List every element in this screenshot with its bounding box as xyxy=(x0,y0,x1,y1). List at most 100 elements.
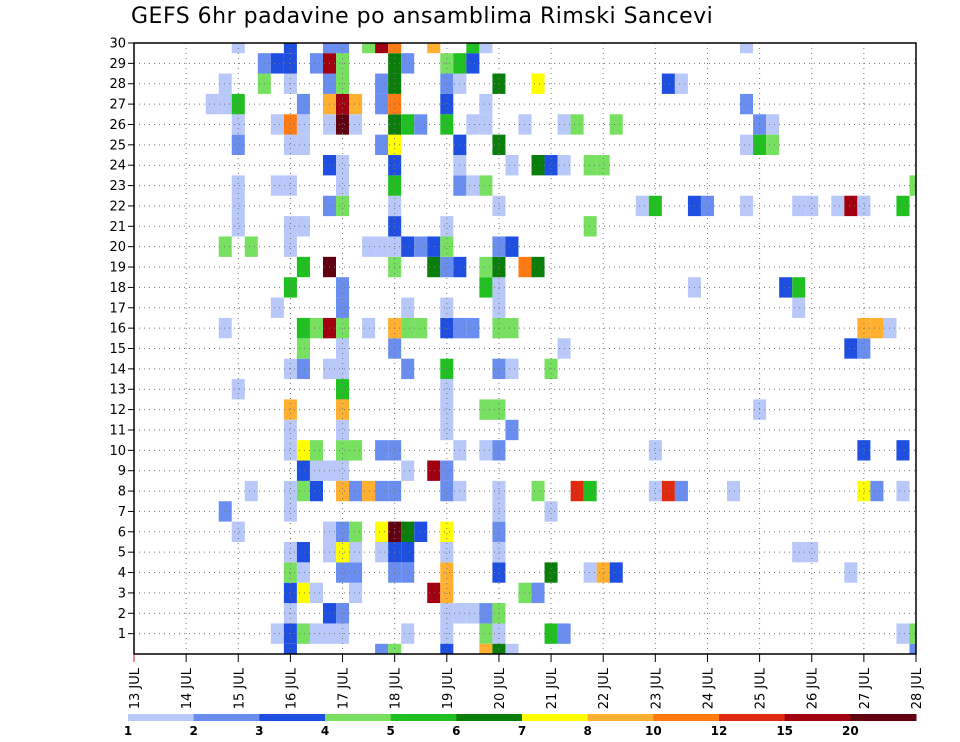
precip-cell xyxy=(349,480,363,502)
precip-cell xyxy=(283,541,297,563)
precip-cell xyxy=(336,297,350,318)
y-tick-label: 27 xyxy=(109,98,126,113)
precip-cell xyxy=(505,358,519,380)
precip-cell xyxy=(479,256,493,278)
precip-cell xyxy=(375,134,389,156)
precip-cell xyxy=(309,440,323,461)
precip-cell xyxy=(414,317,428,339)
y-tick-label: 1 xyxy=(118,627,126,642)
precip-cell xyxy=(336,562,350,583)
precip-cell xyxy=(440,460,454,481)
precip-cell xyxy=(296,582,310,604)
precip-cell xyxy=(362,236,376,257)
precip-cell xyxy=(401,236,415,257)
x-tick-label: 15 JUL xyxy=(232,667,247,709)
precip-cell xyxy=(427,460,441,481)
precip-cell xyxy=(583,155,597,176)
precip-cell xyxy=(583,216,597,237)
precip-cell xyxy=(309,623,323,644)
precip-cell xyxy=(596,562,610,583)
precip-cell xyxy=(740,134,754,156)
precip-cell xyxy=(544,501,558,522)
precip-cell xyxy=(466,53,480,74)
precip-cell xyxy=(336,460,350,481)
precip-cell xyxy=(349,521,363,542)
precip-cell xyxy=(844,338,858,359)
precip-cell xyxy=(844,195,858,217)
precip-cell xyxy=(401,623,415,644)
precip-cell xyxy=(231,216,245,237)
chart-title: GEFS 6hr padavine po ansamblima Rimski S… xyxy=(131,4,714,29)
colorbar-swatch xyxy=(325,714,392,721)
precip-cell xyxy=(466,175,480,196)
precip-cell xyxy=(492,256,506,278)
precip-cell xyxy=(766,134,780,156)
x-tick-label: 23 JUL xyxy=(649,667,664,709)
x-tick-label: 16 JUL xyxy=(284,667,299,709)
precip-cell xyxy=(296,460,310,481)
precip-cell xyxy=(505,643,519,654)
y-tick-label: 3 xyxy=(118,586,126,601)
precip-cell xyxy=(583,480,597,502)
precip-cell xyxy=(479,175,493,196)
precip-cell xyxy=(336,379,350,400)
precip-cell xyxy=(283,562,297,583)
precip-cell xyxy=(440,541,454,563)
precip-cell xyxy=(414,114,428,135)
y-tick-label: 26 xyxy=(109,118,126,133)
colorbar-label: 15 xyxy=(776,724,793,738)
y-tick-label: 5 xyxy=(118,546,126,561)
colorbar-swatch xyxy=(390,714,457,721)
precip-cell xyxy=(492,541,506,563)
y-tick-label: 28 xyxy=(109,77,126,92)
x-tick-label: 25 JUL xyxy=(754,667,769,709)
precip-cell xyxy=(283,582,297,604)
x-tick-label: 20 JUL xyxy=(493,667,508,709)
precip-cell xyxy=(375,440,389,461)
precip-cell xyxy=(296,134,310,156)
y-tick-label: 6 xyxy=(118,525,126,540)
precip-cell xyxy=(401,541,415,563)
colorbar-label: 10 xyxy=(645,724,662,738)
precip-cell xyxy=(349,93,363,115)
precip-cell xyxy=(231,93,245,115)
precip-cell xyxy=(440,582,454,604)
colorbar-swatch xyxy=(128,714,195,721)
precip-cell xyxy=(427,256,441,278)
precip-cell xyxy=(283,480,297,502)
precip-cell xyxy=(844,562,858,583)
precip-cell xyxy=(283,399,297,420)
precip-cell xyxy=(296,562,310,583)
precip-cell xyxy=(296,358,310,380)
precip-cell xyxy=(349,582,363,604)
precip-cell xyxy=(440,216,454,237)
precip-cell xyxy=(492,236,506,257)
precip-cell xyxy=(492,297,506,318)
precip-cell xyxy=(414,521,428,542)
precip-cell xyxy=(336,419,350,441)
colorbar-swatch xyxy=(587,714,654,721)
precip-cell xyxy=(857,480,871,502)
precip-cell xyxy=(492,134,506,156)
y-tick-label: 18 xyxy=(109,281,126,296)
y-tick-label: 10 xyxy=(109,444,126,459)
precip-cell xyxy=(296,338,310,359)
precip-cell xyxy=(270,175,284,196)
precip-cell xyxy=(544,155,558,176)
precip-cell xyxy=(674,480,688,502)
colorbar-swatch xyxy=(456,714,523,721)
precip-cell xyxy=(909,623,916,644)
precip-cell xyxy=(283,114,297,135)
y-tick-label: 25 xyxy=(109,138,126,153)
precip-cell xyxy=(270,114,284,135)
precip-cell xyxy=(296,541,310,563)
grid-layer xyxy=(134,43,916,654)
precip-cell xyxy=(296,114,310,135)
y-tick-label: 20 xyxy=(109,240,126,255)
precip-cell xyxy=(740,195,754,217)
precip-cell xyxy=(909,175,916,196)
precip-cell xyxy=(479,643,493,654)
x-tick-label: 17 JUL xyxy=(337,667,352,709)
precip-cell xyxy=(309,53,323,74)
precip-cell xyxy=(375,93,389,115)
